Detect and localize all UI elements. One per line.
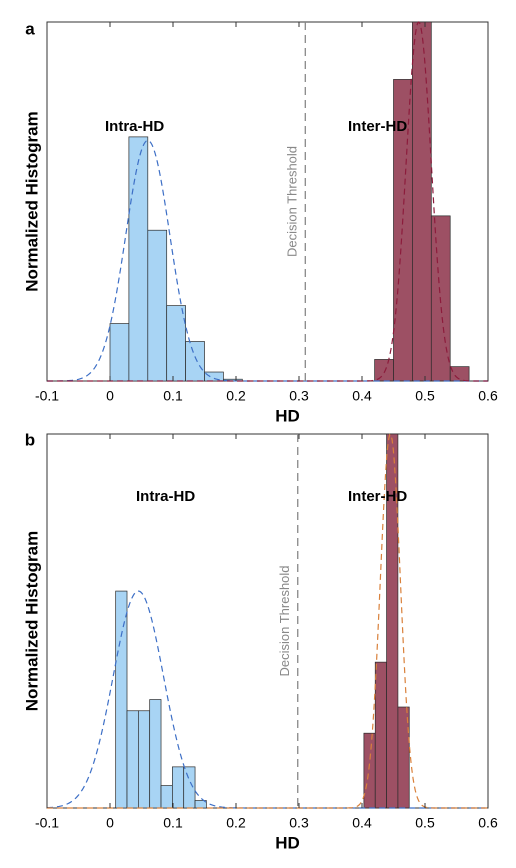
histogram-bar bbox=[126, 710, 139, 809]
x-tick-label: 0.2 bbox=[226, 815, 246, 831]
x-tick-label: 0.6 bbox=[478, 815, 498, 831]
series-label: Inter-HD bbox=[348, 488, 407, 505]
histogram-bar bbox=[172, 766, 185, 809]
histogram-bar bbox=[363, 732, 376, 809]
histogram-bar bbox=[449, 366, 470, 382]
histogram-bar bbox=[147, 229, 168, 382]
plot-frame bbox=[46, 433, 489, 809]
x-tick-label: 0.3 bbox=[289, 388, 309, 404]
x-axis-label: HD bbox=[275, 406, 300, 425]
x-tick-label: 0.2 bbox=[226, 388, 246, 404]
threshold-label: Decision Threshold bbox=[277, 565, 292, 676]
x-tick-label: 0.4 bbox=[352, 815, 372, 831]
y-axis-label: Normalized Histogram bbox=[22, 111, 41, 291]
x-axis-label: HD bbox=[275, 833, 300, 852]
x-tick-label: 0.4 bbox=[352, 388, 372, 404]
x-tick-label: 0.5 bbox=[415, 388, 435, 404]
histogram-bar bbox=[183, 766, 196, 809]
histogram-bar bbox=[374, 359, 394, 382]
histogram-bar bbox=[109, 323, 130, 382]
panel-label: a bbox=[25, 19, 35, 38]
series-label: Intra-HD bbox=[136, 488, 195, 505]
x-tick-label: 0.5 bbox=[415, 815, 435, 831]
panel-label: b bbox=[25, 430, 35, 449]
x-tick-label: 0.6 bbox=[478, 388, 498, 404]
histogram-bar bbox=[138, 710, 151, 809]
x-tick-label: -0.1 bbox=[35, 815, 59, 831]
y-axis-label: Normalized Histogram bbox=[22, 531, 41, 711]
x-tick-label: -0.1 bbox=[35, 388, 59, 404]
x-tick-label: 0 bbox=[106, 815, 114, 831]
histogram-bar bbox=[374, 661, 387, 809]
x-tick-label: 0.1 bbox=[163, 388, 183, 404]
histogram-bar bbox=[204, 371, 224, 382]
x-tick-label: 0.3 bbox=[289, 815, 309, 831]
histogram-bar bbox=[412, 21, 432, 382]
x-tick-label: 0.1 bbox=[163, 815, 183, 831]
fit-curve bbox=[47, 433, 488, 809]
histogram-bar bbox=[166, 305, 186, 382]
histogram-bar bbox=[128, 136, 149, 382]
histogram-bar bbox=[185, 341, 205, 382]
histogram-bar bbox=[149, 699, 162, 809]
fit-curve bbox=[47, 21, 488, 382]
histogram-bar bbox=[160, 785, 173, 809]
fit-curve bbox=[46, 590, 488, 809]
series-label: Intra-HD bbox=[105, 118, 164, 135]
series-label: Inter-HD bbox=[348, 118, 407, 135]
threshold-label: Decision Threshold bbox=[285, 146, 300, 257]
x-tick-label: 0 bbox=[106, 388, 114, 404]
histogram-bar bbox=[115, 590, 128, 809]
